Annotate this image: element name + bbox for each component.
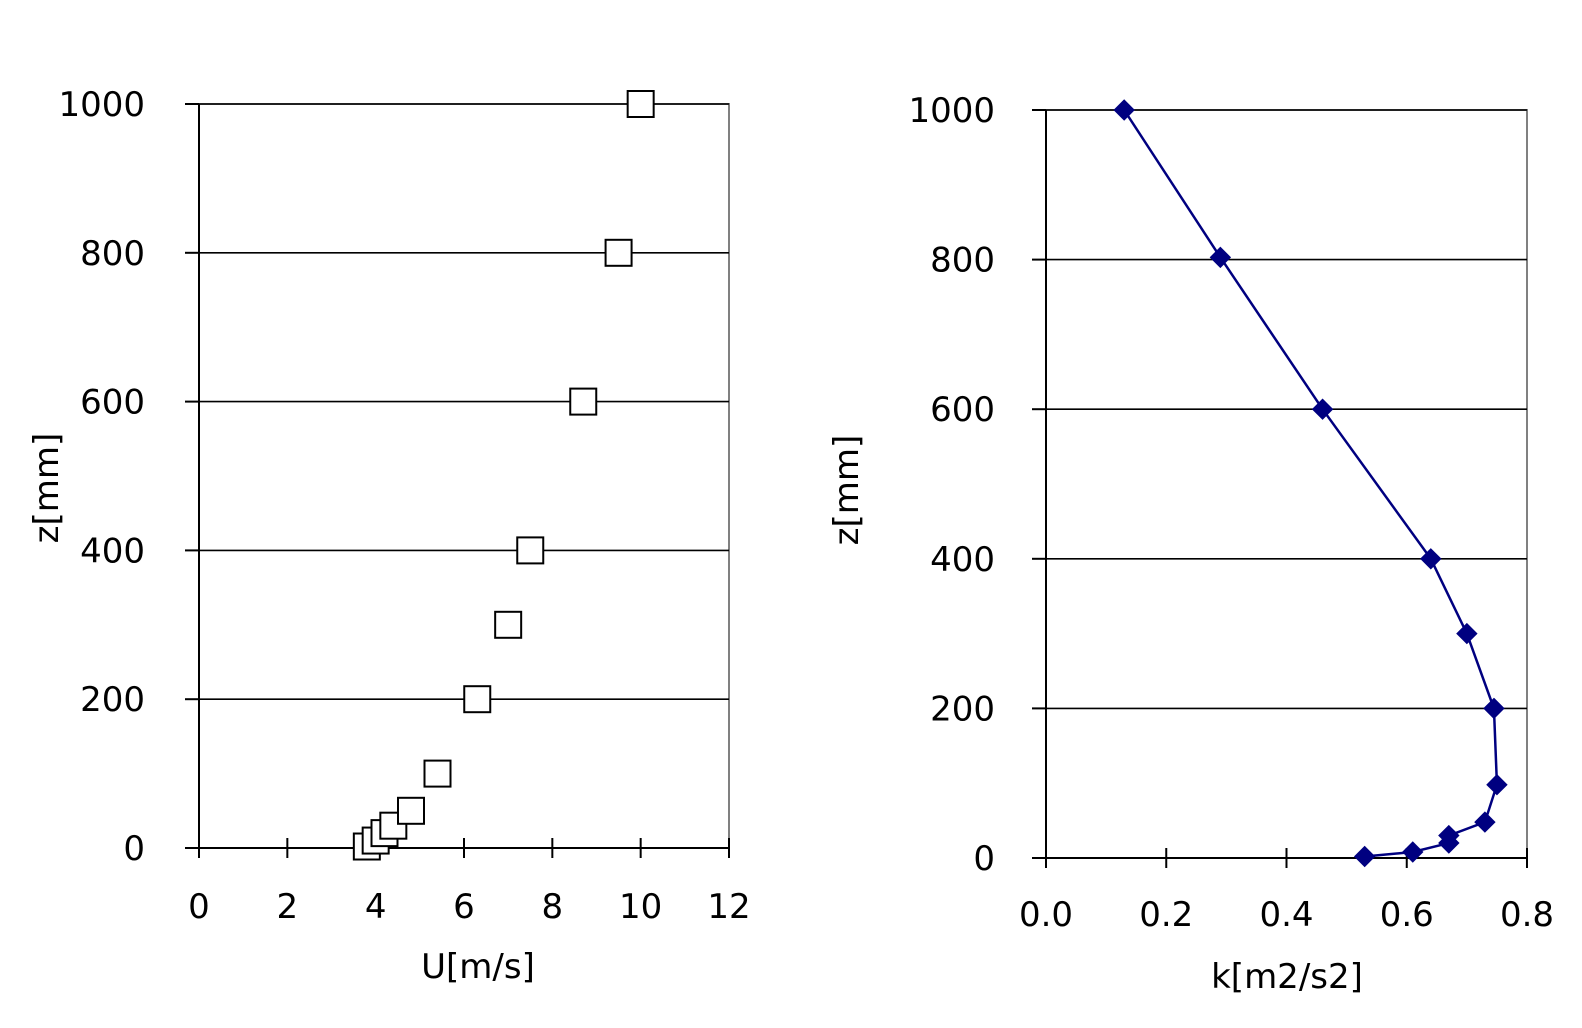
u-chart-data-point [379,811,408,840]
u-chart-data-point [626,90,655,118]
k-chart-x-tick-label: 0.6 [1380,895,1434,935]
k-chart-data-point [1113,99,1135,121]
k-chart-data-point [1456,622,1478,645]
k-chart-x-tick-label: 0.8 [1500,895,1554,935]
u-chart-plot-area [198,103,730,849]
u-chart-x-tick-label: 8 [542,887,564,927]
k-chart-data-point [1353,845,1376,868]
u-chart-x-tick-label: 10 [619,887,662,927]
k-chart-x-tick-label: 0.0 [1019,895,1073,935]
u-chart-y-tick-label: 0 [123,829,145,869]
u-chart-data-point [516,536,545,565]
k-chart-plot-area [1045,109,1528,859]
k-chart-data-point [1438,824,1460,847]
u-chart-data-point [569,387,598,416]
turbulence-energy-chart: 0 200 400 600 800 1000 0.0 0.2 0.4 0.6 0.8 k[m2/s2]… [827,91,1554,997]
k-chart-data-point [1474,811,1496,833]
k-chart-x-tick-label: 0.2 [1139,895,1193,935]
u-chart-data-point [463,685,492,714]
u-chart-data-point [604,238,633,267]
u-chart-y-axis-title: z[mm] [27,433,67,544]
k-chart-data-point [1420,548,1442,570]
k-chart-data-point [1311,398,1334,420]
k-chart-data-point [1486,773,1508,796]
k-chart-data-point [1209,246,1232,269]
u-chart-y-tick-label: 200 [80,680,145,720]
k-chart-x-tick-label: 0.4 [1259,895,1313,935]
u-chart-data-point [494,610,523,639]
k-chart-y-axis-title: z[mm] [827,435,867,546]
k-chart-data-point [1402,841,1424,863]
k-chart-y-tick-label: 400 [930,540,995,580]
u-chart-y-tick-label: 1000 [58,85,145,125]
k-chart-y-tick-label: 1000 [908,91,995,131]
u-chart-y-tick-label: 800 [80,234,145,274]
k-chart-y-tick-label: 600 [930,390,995,430]
u-chart-x-axis-title: U[m/s] [421,947,535,987]
u-chart-x-tick-label: 6 [453,887,475,927]
u-chart-x-tick-label: 12 [707,887,750,927]
u-chart-data-point [423,759,452,788]
u-chart-y-tick-label: 600 [80,383,145,423]
k-chart-x-axis-title: k[m2/s2] [1211,957,1363,997]
u-chart-data-point [397,796,425,825]
u-chart-x-tick-label: 0 [188,887,210,927]
u-chart-x-tick-label: 2 [277,887,299,927]
velocity-profile-chart: 0 200 400 600 800 1000 0 2 4 6 8 10 12 U[m/s] z[mm] [27,85,751,987]
k-chart-series-line [1123,109,1499,858]
k-chart-y-tick-label: 200 [930,689,995,729]
k-chart-y-tick-label: 0 [973,839,995,879]
u-chart-x-tick-label: 4 [365,887,387,927]
u-chart-y-tick-label: 400 [80,531,145,571]
k-chart-y-tick-label: 800 [930,241,995,281]
k-chart-data-point [1483,697,1505,720]
